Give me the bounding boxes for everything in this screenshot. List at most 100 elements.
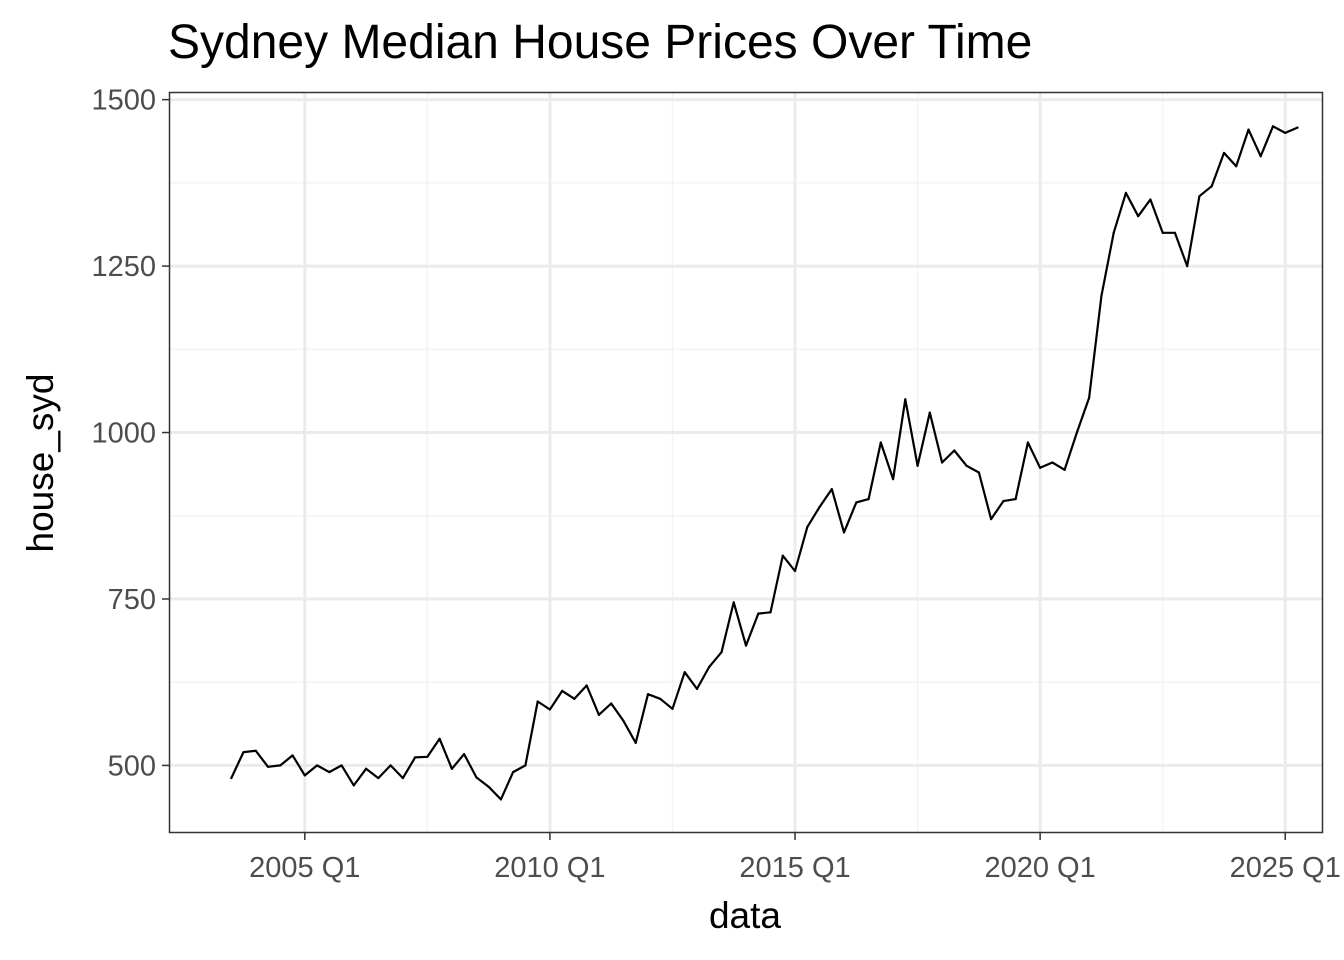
data-point: [1235, 165, 1238, 168]
data-point: [1296, 126, 1299, 129]
data-point: [818, 506, 821, 509]
data-point: [953, 449, 956, 452]
data-point: [1173, 231, 1177, 234]
y-tick-label: 750: [108, 584, 156, 616]
data-point: [401, 776, 404, 780]
data-point: [793, 569, 797, 573]
data-point: [524, 764, 527, 767]
data-point: [744, 644, 748, 647]
data-point: [769, 611, 772, 614]
data-point: [1271, 125, 1275, 128]
data-point: [1112, 231, 1115, 234]
data-point: [377, 776, 380, 780]
data-point: [634, 741, 637, 744]
x-tick-label: 2010 Q1: [494, 852, 605, 884]
data-point: [732, 601, 735, 604]
data-point: [622, 719, 625, 722]
data-point: [928, 411, 931, 414]
data-point: [916, 464, 919, 467]
data-point: [1051, 461, 1054, 464]
data-point: [1149, 198, 1152, 201]
data-point: [720, 651, 723, 654]
data-point: [683, 671, 686, 674]
data-point: [1222, 151, 1226, 155]
data-point: [450, 767, 453, 770]
data-point: [352, 784, 355, 787]
data-point: [646, 693, 650, 696]
data-point: [1039, 466, 1042, 469]
x-axis-title: data: [709, 895, 781, 936]
data-point: [695, 687, 699, 690]
data-point: [659, 697, 662, 700]
data-point: [830, 488, 833, 491]
data-point: [867, 498, 870, 501]
x-tick-label: 2015 Q1: [739, 852, 850, 884]
data-point: [475, 776, 478, 779]
data-point: [1063, 468, 1066, 471]
x-tick-label: 2025 Q1: [1230, 852, 1341, 884]
panel-border: [168, 91, 1324, 834]
data-point: [242, 751, 245, 754]
data-point: [1210, 185, 1213, 188]
data-point: [1100, 294, 1103, 298]
data-point: [548, 708, 552, 711]
x-tick-label: 2020 Q1: [984, 852, 1095, 884]
data-point: [1284, 131, 1287, 135]
data-point: [757, 612, 760, 615]
series-layer: [230, 125, 1299, 801]
data-point: [536, 700, 539, 703]
data-point: [279, 764, 282, 767]
data-point: [1259, 155, 1262, 158]
data-point: [781, 554, 784, 557]
data-point: [1014, 498, 1017, 501]
data-point: [965, 464, 968, 467]
data-point: [1124, 191, 1128, 194]
data-point: [266, 765, 270, 768]
y-tick-label: 1250: [91, 251, 156, 283]
data-point: [1186, 264, 1189, 268]
data-point: [1198, 195, 1201, 198]
data-point: [499, 798, 502, 801]
data-point: [487, 785, 490, 788]
data-point: [855, 501, 858, 504]
data-point: [990, 517, 993, 521]
data-point: [1026, 441, 1029, 444]
data-point: [254, 749, 257, 752]
data-point: [1075, 431, 1078, 434]
data-point: [328, 770, 331, 774]
data-point: [1088, 396, 1091, 400]
data-point: [414, 756, 417, 759]
y-tick-label: 1500: [91, 85, 156, 117]
data-point: [708, 665, 711, 668]
data-point: [512, 770, 515, 774]
data-point: [610, 702, 613, 705]
y-tick-label: 500: [108, 750, 156, 782]
series-line: [230, 125, 1298, 801]
y-axis-title: house_syd: [20, 374, 61, 553]
data-point: [879, 441, 882, 444]
data-point: [315, 764, 319, 767]
data-point: [463, 753, 466, 756]
data-point: [1137, 215, 1140, 218]
data-point: [671, 707, 674, 710]
data-point: [573, 697, 576, 700]
data-point: [340, 764, 343, 767]
data-point: [230, 776, 233, 780]
data-point: [597, 713, 601, 716]
data-point: [438, 737, 441, 740]
data-point: [426, 755, 429, 758]
x-axis: 2005 Q1 2010 Q1 2015 Q1 2020 Q1 2025 Q1: [249, 832, 1341, 884]
data-point: [842, 531, 846, 534]
y-axis: 500 750 1000 1250 1500: [91, 85, 170, 782]
data-point: [1247, 128, 1250, 131]
data-point: [303, 774, 306, 777]
data-point: [904, 398, 907, 401]
data-point: [389, 764, 392, 767]
data-point: [977, 471, 980, 474]
data-point: [806, 525, 809, 529]
data-point: [561, 689, 564, 692]
y-tick-label: 1000: [91, 418, 156, 450]
x-tick-label: 2005 Q1: [249, 852, 360, 884]
grid: [170, 93, 1322, 832]
data-point: [1161, 231, 1164, 234]
